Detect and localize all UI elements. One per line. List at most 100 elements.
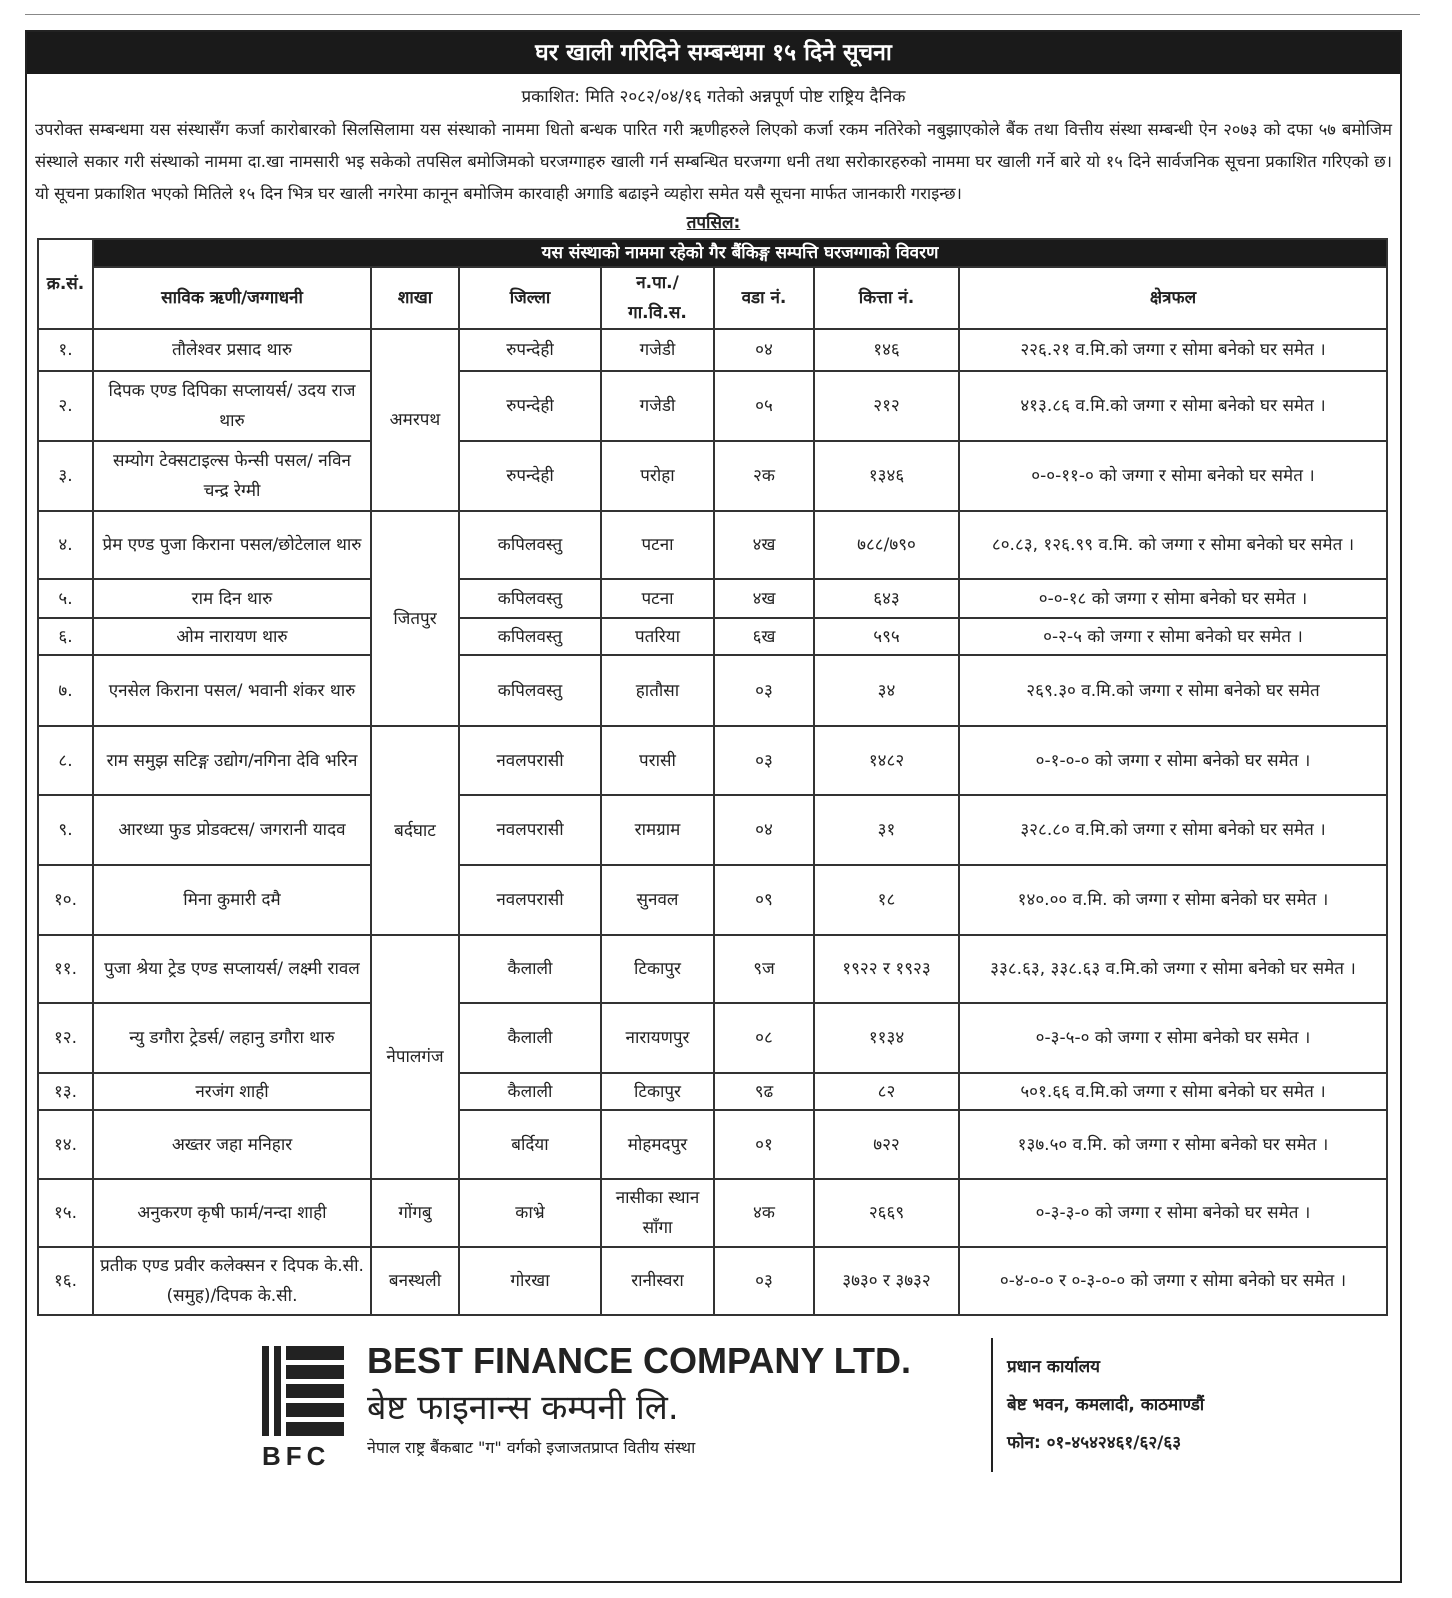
cell-area: ०-०-१८ को जग्गा र सोमा बनेको घर समेत । <box>958 578 1388 619</box>
cell-municipality: टिकापुर <box>600 934 715 1004</box>
cell-sn: ४. <box>37 510 94 580</box>
cell-branch: बर्दघाट <box>370 725 460 936</box>
cell-ward: २क <box>713 440 815 512</box>
cell-ward: ९ढ <box>713 1072 815 1111</box>
cell-district: कैलाली <box>458 934 602 1004</box>
column-header: न.पा./ गा.वि.स. <box>600 266 715 330</box>
table-row: १४. अख्तर जहा मनिहार बर्दिया मोहमदपुर ०१ ७२२ १… <box>37 1109 1388 1180</box>
column-header: क्षेत्रफल <box>958 266 1388 330</box>
column-header: वडा नं. <box>713 266 815 330</box>
cell-borrower: नरजंग शाही <box>92 1072 372 1111</box>
header-sn: क्र.सं. <box>37 238 94 330</box>
publication-line: प्रकाशित: मिति २०८२/०४/१६ गतेको अन्नपूर्… <box>521 87 906 107</box>
head-office-label: प्रधान कार्यालय <box>1007 1357 1100 1377</box>
cell-sn: २. <box>37 370 94 442</box>
table-row: २. दिपक एण्ड दिपिका सप्लायर्स/ उदय राज था… <box>37 370 1388 442</box>
table-row: १. तौलेश्वर प्रसाद थारु अमरपथ रुपन्देही गजेड… <box>37 328 1388 512</box>
cell-sn: १४. <box>37 1109 94 1180</box>
cell-area: २६९.३० व.मि.को जग्गा र सोमा बनेको घर समे… <box>958 654 1388 727</box>
table-row: ८. राम समुझ सटिङ्ग उद्योग/नगिना देवि भरिन… <box>37 725 1388 936</box>
cell-area: ५०१.६६ व.मि.को जग्गा र सोमा बनेको घर समे… <box>958 1072 1388 1111</box>
cell-branch: गोंगबु <box>370 1178 460 1248</box>
cell-municipality: परासी <box>600 725 715 796</box>
cell-area: २२६.२१ व.मि.को जग्गा र सोमा बनेको घर समे… <box>958 328 1388 372</box>
column-header: साविक ऋणी/जग्गाधनी <box>92 266 372 330</box>
cell-sn: ५. <box>37 578 94 619</box>
cell-municipality: नासीका स्थान साँगा <box>600 1178 715 1248</box>
cell-district: कपिलवस्तु <box>458 510 602 580</box>
property-table: क्र.सं. यस संस्थाको नाममा रहेको गैर बैंकि… <box>37 238 1388 1316</box>
cell-borrower: ओम नारायण थारु <box>92 617 372 656</box>
cell-sn: ८. <box>37 725 94 796</box>
cell-sn: १०. <box>37 864 94 936</box>
cell-ward: ४ख <box>713 510 815 580</box>
table-row: ५. राम दिन थारु कपिलवस्तु पटना ४ख ६४३ ०-०-१८ क… <box>37 578 1388 619</box>
cell-plot: ३७३० र ३७३२ <box>813 1246 960 1316</box>
cell-area: ०-१-०-० को जग्गा र सोमा बनेको घर समेत । <box>958 725 1388 796</box>
notice: घर खाली गरिदिने सम्बन्धमा १५ दिने सूचना … <box>25 30 1402 1583</box>
cell-plot: २१२ <box>813 370 960 442</box>
cell-municipality: रामग्राम <box>600 794 715 866</box>
footer-divider <box>991 1338 993 1472</box>
cell-plot: १४८२ <box>813 725 960 796</box>
contact-block: प्रधान कार्यालय बेष्ट भवन, कमलादी, काठमा… <box>1007 1338 1347 1472</box>
cell-borrower: प्रेम एण्ड पुजा किराना पसल/छोटेलाल थारु <box>92 510 372 580</box>
company-name-en: BEST FINANCE COMPANY LTD. <box>367 1340 912 1381</box>
cell-ward: ०४ <box>713 328 815 372</box>
cell-ward: ६ख <box>713 617 815 656</box>
table-row: १३. नरजंग शाही कैलाली टिकापुर ९ढ ८२ ५०१.६६ व.म… <box>37 1072 1388 1111</box>
cell-borrower: अनुकरण कृषी फार्म/नन्दा शाही <box>92 1178 372 1248</box>
cell-borrower: मिना कुमारी दमै <box>92 864 372 936</box>
cell-district: काभ्रे <box>458 1178 602 1248</box>
cell-sn: ३. <box>37 440 94 512</box>
cell-plot: ७८८/७९० <box>813 510 960 580</box>
cell-plot: १९२२ र १९२३ <box>813 934 960 1004</box>
cell-borrower: न्यु डगौरा ट्रेडर्स/ लहानु डगौरा थारु <box>92 1002 372 1074</box>
cell-branch: नेपालगंज <box>370 934 460 1180</box>
table-row: ९. आरध्या फुड प्रोडक्टस/ जगरानी यादव नवलपर… <box>37 794 1388 866</box>
table-row: ७. एनसेल किराना पसल/ भवानी शंकर थारु कपिलव… <box>37 654 1388 727</box>
cell-district: नवलपरासी <box>458 794 602 866</box>
cell-district: बर्दिया <box>458 1109 602 1180</box>
cell-municipality: गजेडी <box>600 370 715 442</box>
cell-ward: ०८ <box>713 1002 815 1074</box>
cell-plot: १८ <box>813 864 960 936</box>
cell-municipality: हातौसा <box>600 654 715 727</box>
cell-municipality: पटना <box>600 578 715 619</box>
cell-area: ०-०-११-० को जग्गा र सोमा बनेको घर समेत । <box>958 440 1388 512</box>
cell-municipality: रानीस्वरा <box>600 1246 715 1316</box>
cell-borrower: पुजा श्रेया ट्रेड एण्ड सप्लायर्स/ लक्ष्म… <box>92 934 372 1004</box>
cell-district: रुपन्देही <box>458 370 602 442</box>
cell-sn: ९. <box>37 794 94 866</box>
cell-district: कैलाली <box>458 1002 602 1074</box>
cell-plot: २६६९ <box>813 1178 960 1248</box>
cell-municipality: परोहा <box>600 440 715 512</box>
table-band-row: क्र.सं. यस संस्थाको नाममा रहेको गैर बैंकि… <box>37 238 1388 330</box>
cell-district: गोरखा <box>458 1246 602 1316</box>
license-text: नेपाल राष्ट्र बैंकबाट "ग" वर्गको इजाजतप्… <box>367 1438 696 1457</box>
cell-area: ८०.८३, १२६.९९ व.मि. को जग्गा र सोमा बनेक… <box>958 510 1388 580</box>
cell-municipality: पतरिया <box>600 617 715 656</box>
cell-borrower: अख्तर जहा मनिहार <box>92 1109 372 1180</box>
cell-sn: ७. <box>37 654 94 727</box>
company-logo: BFC <box>262 1338 357 1472</box>
table-row: १५. अनुकरण कृषी फार्म/नन्दा शाही गोंगबु काभ… <box>37 1178 1388 1248</box>
cell-plot: ३४ <box>813 654 960 727</box>
cell-district: नवलपरासी <box>458 864 602 936</box>
cell-area: ०-३-३-० को जग्गा र सोमा बनेको घर समेत । <box>958 1178 1388 1248</box>
column-header: शाखा <box>370 266 460 330</box>
cell-plot: ५९५ <box>813 617 960 656</box>
cell-sn: ६. <box>37 617 94 656</box>
cell-area: ०-३-५-० को जग्गा र सोमा बनेको घर समेत । <box>958 1002 1388 1074</box>
schedule-heading: तपसिल: <box>686 213 741 233</box>
table-band-title: यस संस्थाको नाममा रहेको गैर बैंकिङ्ग सम्… <box>92 238 1388 268</box>
cell-borrower: राम समुझ सटिङ्ग उद्योग/नगिना देवि भरिन <box>92 725 372 796</box>
cell-borrower: एनसेल किराना पसल/ भवानी शंकर थारु <box>92 654 372 727</box>
cell-sn: १६. <box>37 1246 94 1316</box>
cell-district: कैलाली <box>458 1072 602 1111</box>
cell-ward: ०१ <box>713 1109 815 1180</box>
company-name-np: बेष्ट फाइनान्स कम्पनी लि. <box>367 1388 679 1428</box>
cell-area: ०-२-५ को जग्गा र सोमा बनेको घर समेत । <box>958 617 1388 656</box>
phone: फोन: ०१-४५४२४६१/६२/६३ <box>1007 1433 1182 1453</box>
cell-plot: ७२२ <box>813 1109 960 1180</box>
